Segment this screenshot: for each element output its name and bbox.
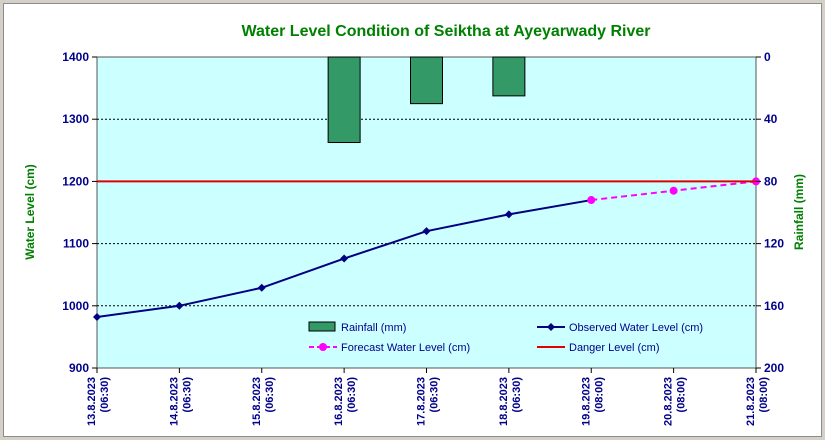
observed-point [257, 283, 266, 292]
y-tick-label: 1100 [63, 237, 89, 251]
x-tick-label: 19.8.2023 [580, 377, 592, 426]
x-tick-label: 21.8.2023 [745, 377, 757, 426]
observed-point [93, 312, 101, 321]
x-tick-label-time: (06:30) [511, 377, 523, 413]
legend-label: Forecast Water Level (cm) [341, 342, 470, 354]
y2-tick-label: 0 [764, 50, 771, 64]
x-tick-label-time: (06:30) [264, 377, 276, 413]
y2-tick-label: 120 [764, 237, 784, 251]
legend-label: Observed Water Level (cm) [569, 322, 703, 334]
legend-marker [319, 343, 327, 351]
water-level-lines [93, 177, 760, 321]
x-tick-label: 14.8.2023 [168, 377, 180, 426]
legend-label: Rainfall (mm) [341, 322, 406, 334]
x-tick-label: 17.8.2023 [416, 377, 428, 426]
y2-axis-title: Rainfall (mm) [792, 174, 806, 250]
y-tick-label: 900 [69, 361, 89, 375]
x-tick-label-time: (06:30) [346, 377, 358, 413]
x-tick-label: 15.8.2023 [251, 377, 263, 426]
y2-tick-label: 80 [764, 174, 778, 188]
observed-point [422, 227, 431, 236]
rainfall-bars [327, 56, 526, 144]
y-tick-label: 1400 [62, 50, 89, 64]
x-tick-label: 13.8.2023 [86, 377, 98, 426]
x-tick-label: 20.8.2023 [663, 377, 675, 426]
y-tick-label: 1000 [62, 299, 89, 313]
legend-label: Danger Level (cm) [569, 342, 659, 354]
legend-marker [547, 323, 555, 331]
x-tick-label: 18.8.2023 [498, 377, 510, 426]
legend: Rainfall (mm) Observed Water Level (cm) Fo… [308, 321, 703, 354]
y-tick-label: 1300 [62, 112, 89, 126]
axes: 900 1000 1100 1200 1300 1400 0 40 80 120 160 200 13.… [62, 50, 784, 426]
observed-point [504, 210, 513, 219]
rainfall-bar [410, 56, 443, 105]
forecast-point [669, 186, 678, 195]
y2-tick-label: 40 [764, 112, 778, 126]
water-level-chart: Water Level Condition of Seiktha at Ayey… [23, 23, 806, 426]
chart-frame: Water Level Condition of Seiktha at Ayey… [3, 3, 822, 437]
rainfall-bar [492, 56, 526, 97]
x-tick-label-time: (06:30) [181, 377, 193, 413]
observed-point [175, 301, 184, 310]
y-tick-label: 1200 [62, 174, 89, 188]
x-tick-label-time: (08:00) [593, 377, 605, 413]
y2-tick-label: 200 [764, 361, 784, 375]
y-axis-title: Water Level (cm) [23, 164, 37, 260]
observed-point [340, 254, 349, 263]
forecast-point [587, 196, 596, 205]
plot-area [96, 56, 757, 369]
x-tick-label-time: (08:00) [676, 377, 688, 413]
legend-swatch-rainfall [308, 321, 336, 332]
x-tick-label: 16.8.2023 [333, 377, 345, 426]
x-tick-label-time: (06:30) [429, 377, 441, 413]
rainfall-bar [327, 56, 361, 144]
x-tick-label-time: (06:30) [99, 377, 111, 413]
chart-title: Water Level Condition of Seiktha at Ayey… [242, 23, 651, 40]
y2-tick-label: 160 [764, 299, 784, 313]
x-tick-label-time: (08:00) [758, 377, 770, 413]
